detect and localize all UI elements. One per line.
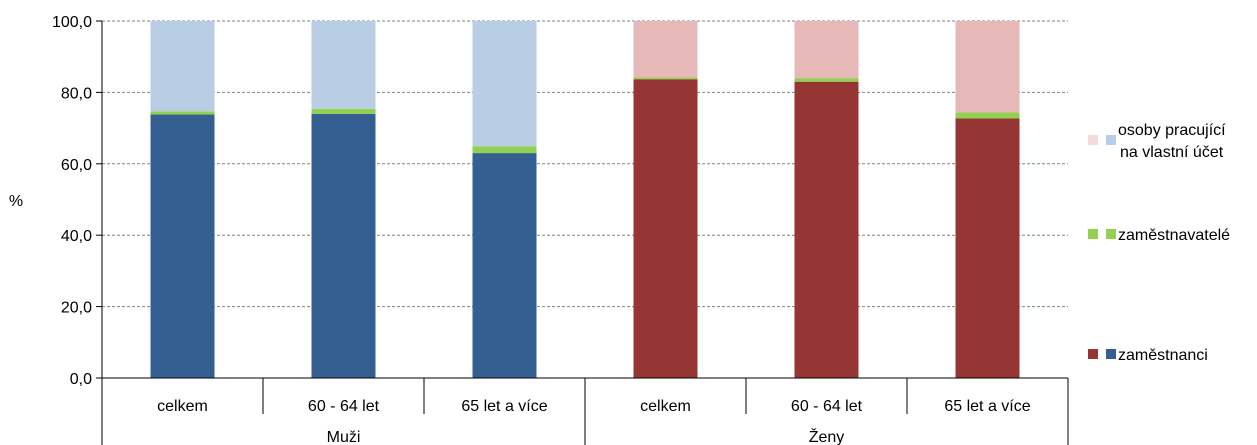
category-label: 65 let a více — [944, 398, 1030, 415]
legend-swatch — [1106, 229, 1116, 239]
category-label: celkem — [640, 398, 691, 415]
category-label: 60 - 64 let — [308, 398, 380, 415]
legend-swatch — [1088, 349, 1098, 359]
bar-zamestnavatele — [472, 146, 537, 154]
y-tick-label: 20,0 — [61, 300, 92, 317]
bar-zamestnanci — [311, 113, 376, 378]
bar-zamestnanci — [472, 153, 537, 378]
legend-item-zamestnanci: zaměstnanci — [1088, 347, 1208, 364]
legend-swatch — [1106, 135, 1116, 145]
y-tick-label: 40,0 — [61, 228, 92, 245]
legend-label: osoby pracující — [1118, 122, 1226, 139]
bar-zamestnavatele — [633, 77, 698, 80]
bar-osoby — [955, 21, 1020, 113]
bar-zamestnanci — [633, 79, 698, 378]
legend-label: zaměstnanci — [1118, 347, 1208, 364]
gridlines — [102, 20, 1068, 308]
axes — [96, 20, 1069, 445]
bar-osoby — [472, 21, 537, 147]
bar-osoby — [311, 21, 376, 109]
y-axis-label: % — [9, 193, 23, 210]
group-label: Muži — [327, 429, 361, 445]
y-tick-label: 0,0 — [70, 371, 92, 388]
y-tick-label: 100,0 — [52, 14, 92, 31]
bar-osoby — [794, 21, 859, 79]
legend-item-zamestnavatele: zaměstnavatelé — [1088, 227, 1230, 244]
category-label: 65 let a více — [461, 398, 547, 415]
bar-zamestnavatele — [150, 111, 215, 115]
bar-zamestnanci — [955, 118, 1020, 378]
legend-swatch — [1088, 229, 1098, 239]
bar-osoby — [150, 21, 215, 112]
bar-zamestnavatele — [794, 78, 859, 82]
group-label: Ženy — [809, 427, 845, 445]
axis-labels: 0,0 20,0 40,0 60,0 80,0 100,0% celkem 60 - 64 l… — [9, 14, 1031, 445]
bar-osoby — [633, 21, 698, 78]
legend-item-osoby: osoby pracující na vlastní účet — [1088, 122, 1226, 161]
category-label: celkem — [157, 398, 208, 415]
bar-zamestnanci — [794, 81, 859, 378]
legend-label: zaměstnavatelé — [1118, 227, 1230, 244]
category-label: 60 - 64 let — [791, 398, 863, 415]
legend-swatch — [1106, 349, 1116, 359]
bar-zamestnanci — [150, 114, 215, 378]
bar-zamestnavatele — [311, 108, 376, 114]
legend-swatch — [1088, 135, 1098, 145]
y-tick-label: 60,0 — [61, 157, 92, 174]
bars — [150, 21, 1020, 378]
legend: osoby pracující na vlastní účet zaměstnava… — [1088, 122, 1230, 364]
bar-zamestnavatele — [955, 112, 1020, 119]
legend-label: na vlastní účet — [1120, 144, 1224, 161]
y-tick-label: 80,0 — [61, 85, 92, 102]
